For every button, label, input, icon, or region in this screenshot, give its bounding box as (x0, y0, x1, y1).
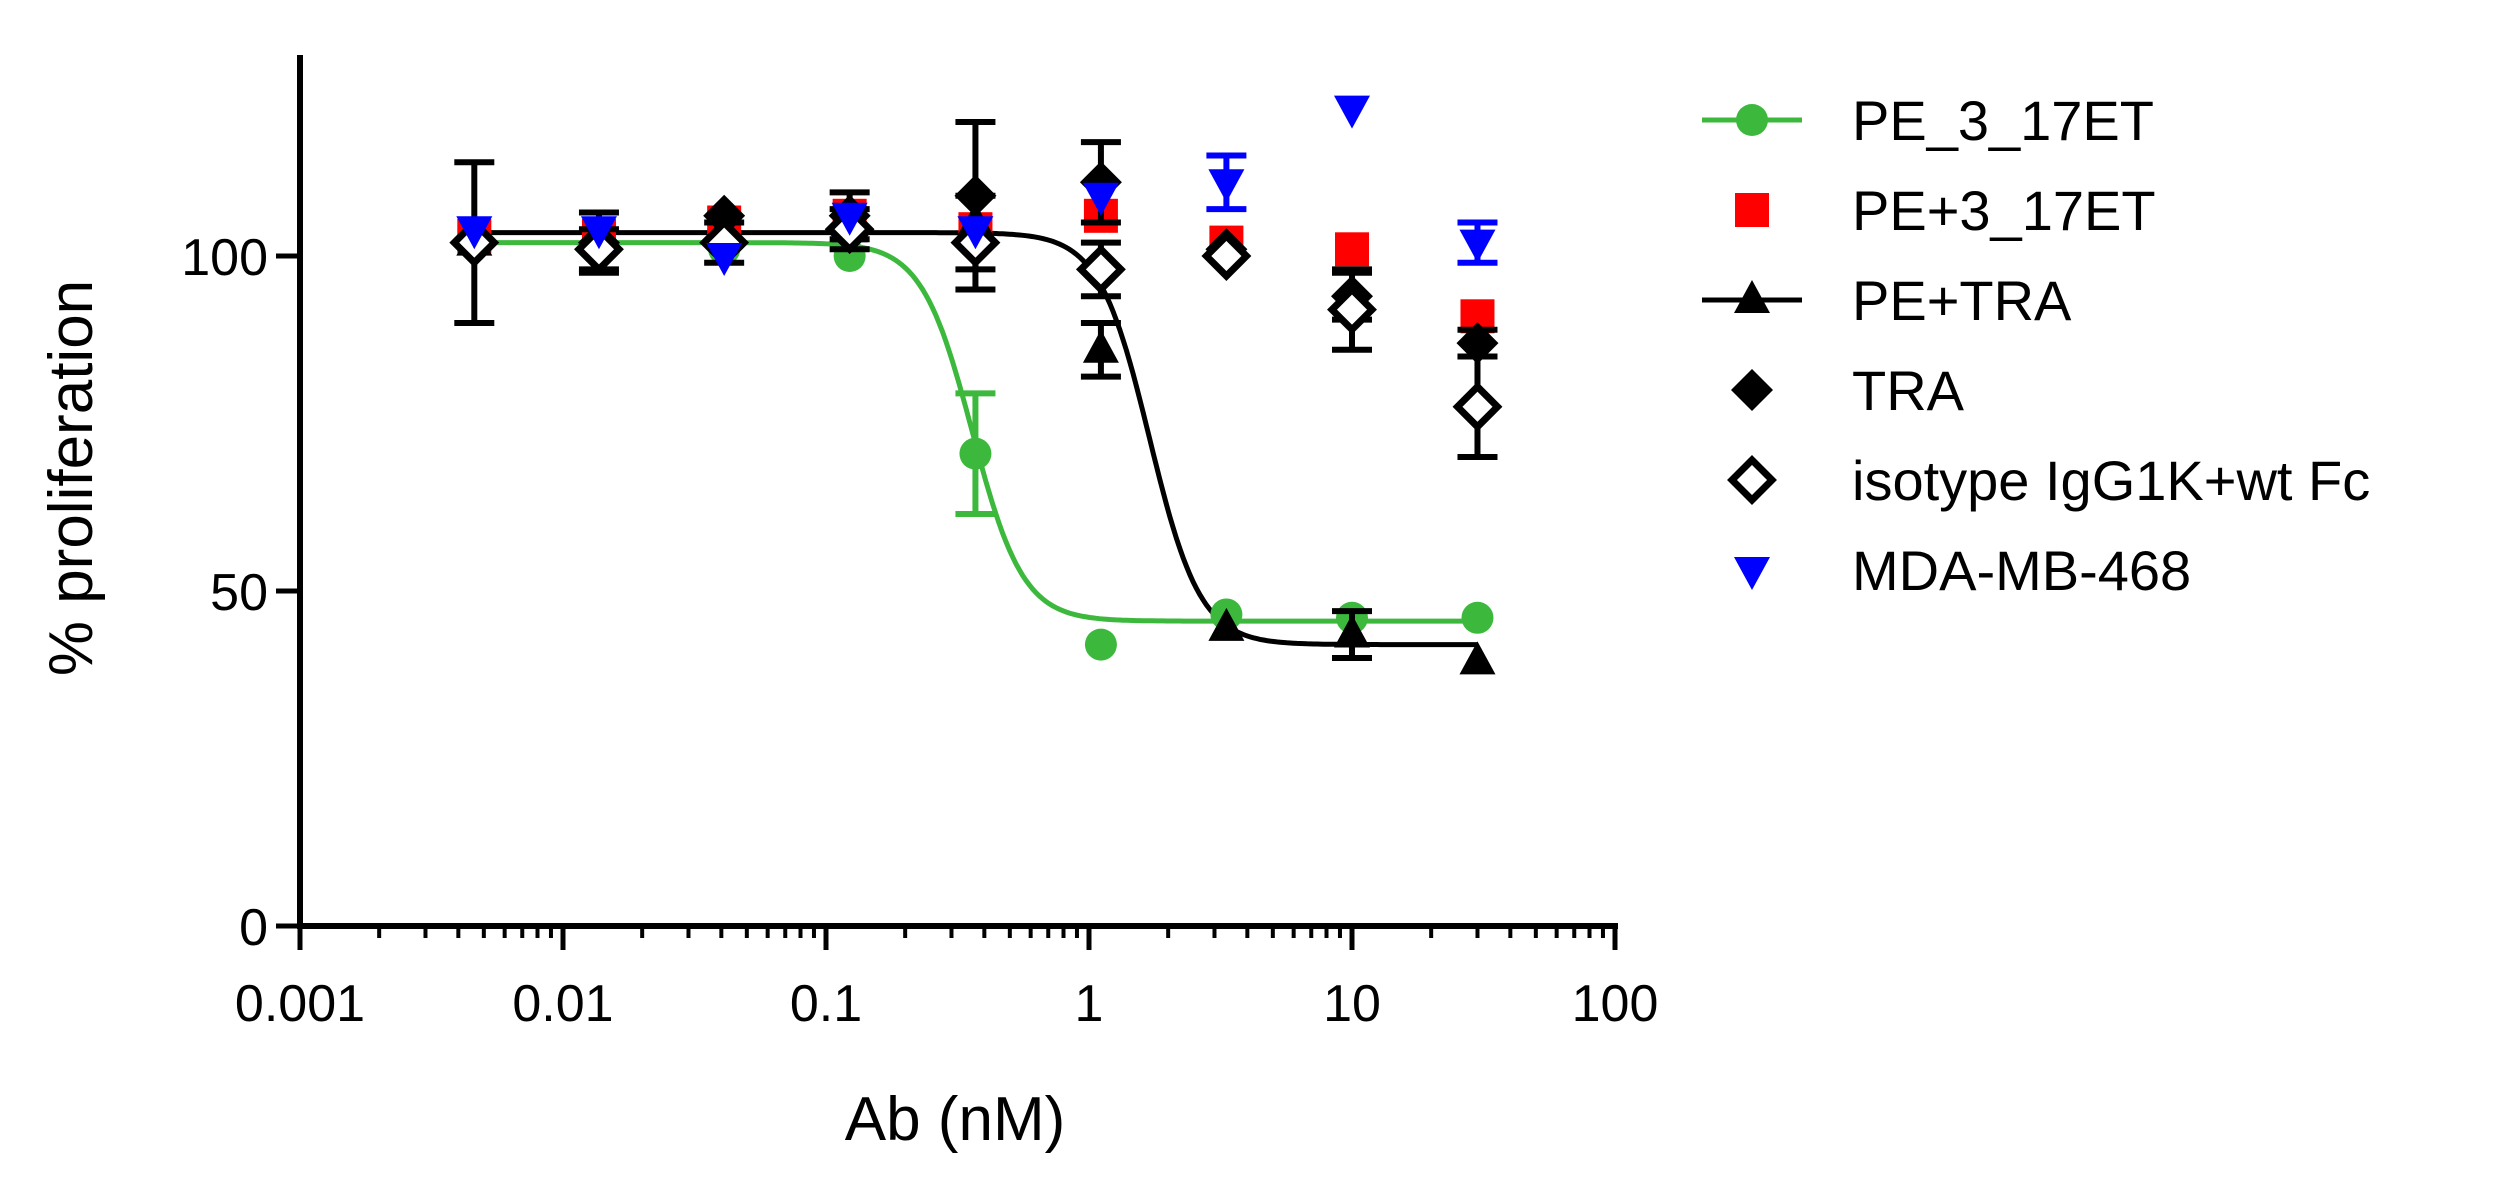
legend-item-pe-tra: PE+TRA (1702, 269, 2072, 332)
legend-label: MDA-MB-468 (1852, 539, 2191, 602)
data-point (1334, 95, 1370, 129)
data-point (1082, 329, 1119, 363)
data-point (1459, 229, 1496, 263)
data-point (831, 202, 868, 236)
axes: Ab (nM) % proliferation 0.001 0.01 0.1 1 10 1… (37, 55, 1658, 1154)
legend-label: PE_3_17ET (1852, 89, 2154, 152)
legend-item-isotype-igg1k-wt-fc: isotype IgG1K+wt Fc (1727, 449, 2370, 512)
data-point (574, 224, 624, 275)
series-isotype-igg1k-wt-fc (449, 192, 1503, 460)
legend-marker (1735, 193, 1769, 227)
data-point (703, 194, 746, 237)
data-point (1208, 169, 1245, 203)
data-point (1201, 231, 1252, 281)
y-tick-label: 100 (181, 229, 268, 287)
data-point (1452, 381, 1503, 432)
legend-marker (1734, 280, 1770, 313)
data-point (1461, 601, 1494, 634)
x-tick-label: 0.001 (235, 975, 365, 1033)
data-point (1334, 614, 1370, 648)
data-point (580, 216, 617, 250)
plot-area (449, 95, 1503, 675)
data-point (1459, 641, 1496, 675)
legend-item-pe-3-17et: PE+3_17ET (1735, 179, 2156, 242)
legend-label: TRA (1852, 359, 1965, 422)
data-point (456, 216, 493, 250)
legend-item-pe-3-17et: PE_3_17ET (1702, 89, 2154, 152)
data-point (1335, 232, 1369, 267)
legend-marker (1727, 455, 1777, 505)
y-axis-title: % proliferation (37, 280, 106, 676)
series-mda-mb-468 (456, 95, 1498, 276)
legend-item-mda-mb-468: MDA-MB-468 (1734, 539, 2191, 602)
x-tick-label: 0.01 (512, 975, 613, 1033)
legend-label: isotype IgG1K+wt Fc (1852, 449, 2370, 512)
data-point (1327, 284, 1377, 335)
legend-marker (1731, 369, 1773, 411)
legend-marker (1734, 557, 1770, 590)
data-point (959, 437, 992, 470)
data-point (1082, 182, 1119, 216)
data-point (706, 243, 743, 276)
x-tick-label: 100 (1572, 975, 1659, 1033)
legend-item-tra: TRA (1731, 359, 1965, 422)
legend: PE_3_17ET PE+3_17ET PE+TRA TRA isotype IgG1K… (1702, 89, 2370, 602)
x-tick-label: 1 (1075, 975, 1104, 1033)
data-point (1208, 607, 1245, 641)
x-tick-label: 10 (1323, 975, 1381, 1033)
data-point (1084, 628, 1117, 661)
x-axis-title: Ab (nM) (845, 1085, 1065, 1154)
legend-label: PE+TRA (1852, 269, 2072, 332)
y-tick-label: 50 (210, 564, 268, 622)
x-tick-label: 0.1 (790, 975, 862, 1033)
data-point (957, 216, 994, 250)
data-point (1075, 244, 1126, 295)
legend-label: PE+3_17ET (1852, 179, 2156, 242)
y-tick-label: 0 (239, 899, 268, 957)
legend-marker (1736, 104, 1768, 136)
